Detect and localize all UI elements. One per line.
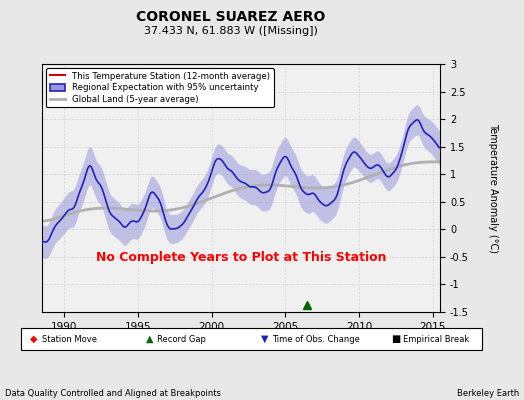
Text: ▼: ▼ <box>261 334 268 344</box>
Text: No Complete Years to Plot at This Station: No Complete Years to Plot at This Statio… <box>96 251 386 264</box>
Text: Time of Obs. Change: Time of Obs. Change <box>272 334 361 344</box>
Y-axis label: Temperature Anomaly (°C): Temperature Anomaly (°C) <box>488 123 498 253</box>
Text: ■: ■ <box>391 334 400 344</box>
Text: Empirical Break: Empirical Break <box>403 334 470 344</box>
Text: 37.433 N, 61.883 W ([Missing]): 37.433 N, 61.883 W ([Missing]) <box>144 26 318 36</box>
Legend: This Temperature Station (12-month average), Regional Expectation with 95% uncer: This Temperature Station (12-month avera… <box>46 68 274 107</box>
Text: Data Quality Controlled and Aligned at Breakpoints: Data Quality Controlled and Aligned at B… <box>5 389 221 398</box>
Text: Berkeley Earth: Berkeley Earth <box>456 389 519 398</box>
Text: Record Gap: Record Gap <box>157 334 206 344</box>
Text: CORONEL SUAREZ AERO: CORONEL SUAREZ AERO <box>136 10 325 24</box>
Text: ▲: ▲ <box>146 334 153 344</box>
Text: ◆: ◆ <box>30 334 38 344</box>
Text: Station Move: Station Move <box>42 334 97 344</box>
